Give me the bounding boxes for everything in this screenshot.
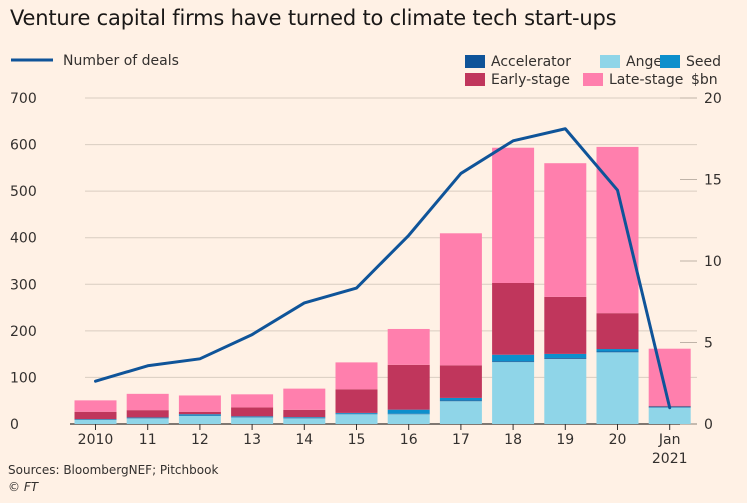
left-tick-label: 700: [10, 91, 37, 107]
bar-angel-4: [283, 418, 326, 424]
x-tick-label: Jan: [658, 432, 681, 448]
right-tick-label: 20: [704, 91, 722, 107]
bar-early-stage-4: [283, 409, 326, 418]
bar-late-stage-7: [439, 233, 482, 366]
bar-early-stage-7: [439, 365, 482, 398]
bar-late-stage-8: [492, 147, 535, 284]
bar-late-stage-3: [231, 394, 274, 408]
bar-late-stage-6: [387, 328, 430, 365]
bar-angel-10: [596, 352, 639, 424]
bar-late-stage-4: [283, 388, 326, 410]
bar-seed-5: [335, 412, 378, 414]
bar-late-stage-0: [74, 400, 117, 412]
left-axis: 0 100 200 300 400 500 600 700: [10, 91, 37, 433]
chart-title: Venture capital firms have turned to cli…: [10, 6, 617, 30]
legend-label-accelerator: Accelerator: [491, 54, 571, 70]
x-axis: 2010 11 12 13 14 15 16 17 18 19 20 Jan 2021: [78, 424, 688, 467]
bar-accelerator-8: [492, 361, 535, 363]
right-tick-label: 5: [704, 336, 713, 352]
bar-accelerator-9: [544, 357, 587, 359]
x-tick-label: 2021: [652, 451, 688, 467]
bar-seed-10: [596, 349, 639, 352]
bar-angel-3: [231, 417, 274, 424]
left-tick-label: 300: [10, 277, 37, 293]
bar-early-stage-3: [231, 407, 274, 417]
bar-seed-3: [231, 416, 274, 418]
bar-angel-1: [126, 418, 169, 424]
bar-seed-9: [544, 353, 587, 358]
source-note: Sources: BloombergNEF; Pitchbook: [8, 463, 219, 477]
deals-line: [94, 127, 672, 410]
left-tick-label: 200: [10, 324, 37, 340]
bar-seed-8: [492, 354, 535, 362]
bar-angel-9: [544, 358, 587, 424]
bar-angel-11: [648, 407, 691, 424]
footer: Sources: BloombergNEF; Pitchbook © FT: [8, 462, 218, 496]
bar-early-stage-2: [178, 411, 221, 415]
right-tick-label: 10: [704, 254, 722, 270]
bar-early-stage-6: [387, 364, 430, 410]
x-tick-label: 13: [243, 432, 261, 448]
legend-label-seed: Seed: [686, 54, 721, 70]
left-tick-label: 500: [10, 184, 37, 200]
x-tick-label: 2010: [78, 432, 114, 448]
legend-swatch-late-stage: [583, 73, 603, 86]
right-tick-label: 0: [704, 417, 713, 433]
x-tick-label: 17: [452, 432, 470, 448]
bar-late-stage-5: [335, 362, 378, 390]
x-tick-label: 12: [191, 432, 209, 448]
bar-seed-2: [178, 414, 221, 416]
legend-label-early-stage: Early-stage: [491, 72, 570, 88]
legend-label-angel: Angel: [626, 54, 666, 70]
bar-accelerator-7: [439, 400, 482, 402]
legend-label-late-stage: Late-stage: [609, 72, 683, 88]
right-tick-label: 15: [704, 173, 722, 189]
bar-late-stage-2: [178, 395, 221, 412]
legend: Number of deals Accelerator Angel Seed Early…: [11, 53, 721, 88]
bar-early-stage-0: [74, 411, 117, 420]
x-tick-label: 11: [139, 432, 157, 448]
left-tick-label: 0: [10, 417, 19, 433]
bar-angel-7: [439, 401, 482, 424]
bar-early-stage-5: [335, 389, 378, 413]
legend-swatch-angel: [600, 55, 620, 68]
legend-unit: $bn: [691, 72, 718, 88]
x-tick-label: 19: [556, 432, 574, 448]
bar-angel-6: [387, 414, 430, 424]
x-tick-label: 15: [348, 432, 366, 448]
legend-swatch-seed: [660, 55, 680, 68]
bar-early-stage-1: [126, 410, 169, 418]
bar-seed-4: [283, 417, 326, 418]
bar-late-stage-1: [126, 393, 169, 411]
legend-label-deals: Number of deals: [63, 53, 179, 69]
bar-angel-8: [492, 362, 535, 424]
x-tick-label: 20: [609, 432, 627, 448]
x-tick-label: 14: [295, 432, 313, 448]
bar-seed-6: [387, 409, 430, 414]
bar-seed-7: [439, 397, 482, 401]
bar-angel-2: [178, 415, 221, 424]
legend-swatch-accelerator: [465, 55, 485, 68]
left-tick-label: 600: [10, 138, 37, 154]
left-tick-label: 400: [10, 231, 37, 247]
bar-angel-0: [74, 419, 117, 424]
bar-late-stage-9: [544, 163, 587, 297]
credit: © FT: [8, 480, 39, 494]
x-tick-label: 16: [400, 432, 418, 448]
bar-late-stage-11: [648, 348, 691, 406]
legend-swatch-early-stage: [465, 73, 485, 86]
left-tick-label: 100: [10, 370, 37, 386]
bar-early-stage-10: [596, 313, 639, 350]
bars: [74, 146, 691, 424]
x-tick-label: 18: [504, 432, 522, 448]
line-deals: [94, 127, 672, 410]
bar-early-stage-8: [492, 283, 535, 355]
bar-early-stage-9: [544, 296, 587, 354]
bar-angel-5: [335, 414, 378, 424]
bar-accelerator-10: [596, 351, 639, 353]
